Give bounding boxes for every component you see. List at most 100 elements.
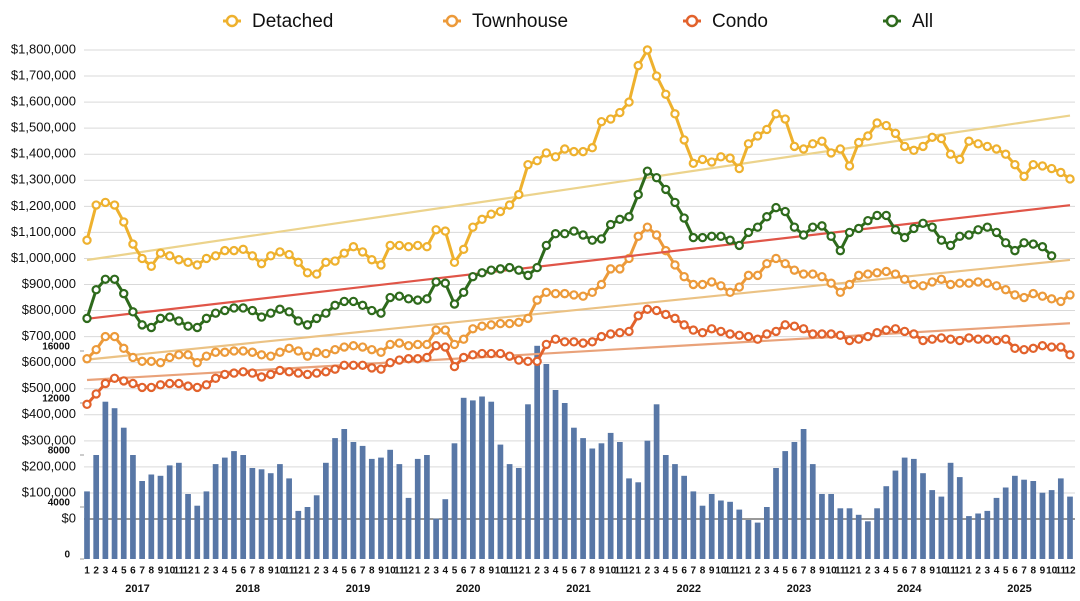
- point: [688, 158, 699, 169]
- point: [137, 382, 147, 393]
- point: [164, 352, 175, 363]
- point: [330, 300, 340, 311]
- point: [854, 137, 864, 148]
- point: [679, 135, 689, 145]
- point: [339, 248, 349, 258]
- point: [550, 334, 561, 344]
- point: [743, 331, 754, 342]
- x-tick-label: 3: [985, 566, 991, 577]
- point: [854, 270, 864, 281]
- point: [1065, 174, 1075, 184]
- point: [238, 303, 248, 313]
- y-tick-label: $600,000: [22, 354, 76, 369]
- point: [266, 351, 276, 361]
- point: [596, 279, 607, 290]
- y2-tick-label: 0: [64, 550, 70, 561]
- point: [973, 334, 983, 344]
- x-tick-label: 7: [139, 566, 145, 577]
- point: [835, 330, 846, 341]
- x-tick-label: 1: [194, 566, 200, 577]
- point: [1028, 159, 1038, 170]
- point: [403, 354, 414, 364]
- y-tick-label: $1,500,000: [11, 120, 76, 135]
- bar: [626, 478, 632, 559]
- bar: [571, 427, 577, 559]
- point: [523, 356, 533, 367]
- bar: [993, 497, 1000, 559]
- bar: [672, 464, 678, 559]
- point: [844, 161, 855, 171]
- bar: [286, 478, 292, 559]
- point: [458, 287, 469, 298]
- point: [1056, 167, 1066, 178]
- point: [229, 368, 239, 378]
- legend-swatch: [685, 14, 699, 28]
- point: [1010, 343, 1020, 354]
- point: [256, 372, 267, 382]
- point: [311, 347, 322, 357]
- point: [707, 157, 717, 167]
- point: [762, 124, 772, 135]
- point: [449, 339, 460, 350]
- bar: [350, 442, 357, 559]
- point: [376, 260, 386, 270]
- point: [486, 320, 496, 330]
- point: [422, 352, 432, 363]
- point: [284, 367, 294, 377]
- x-tick-label: 1: [415, 566, 421, 577]
- x-tick-label: 12: [182, 566, 194, 577]
- point: [826, 148, 836, 158]
- point: [1037, 161, 1048, 171]
- point: [385, 339, 395, 350]
- point: [560, 288, 570, 299]
- point: [615, 328, 625, 338]
- point: [560, 337, 570, 347]
- point: [697, 232, 708, 243]
- x-tick-label: 6: [571, 566, 577, 577]
- point: [238, 367, 248, 377]
- point: [679, 271, 689, 282]
- point: [808, 222, 818, 232]
- point: [872, 268, 882, 278]
- point: [918, 218, 928, 228]
- bar: [497, 444, 504, 559]
- bar: [424, 455, 430, 559]
- point: [697, 279, 708, 290]
- point: [109, 373, 120, 383]
- x-tick-label: 9: [819, 566, 825, 577]
- point: [771, 202, 781, 213]
- bar: [130, 455, 136, 559]
- point: [642, 304, 653, 314]
- bar: [442, 499, 449, 559]
- point: [541, 148, 552, 158]
- point: [192, 322, 202, 333]
- point: [780, 320, 790, 330]
- point: [275, 365, 285, 376]
- point: [458, 334, 469, 344]
- bar: [277, 464, 283, 559]
- bar: [1021, 479, 1027, 559]
- point: [275, 347, 285, 357]
- bar: [901, 457, 908, 559]
- point: [486, 348, 496, 359]
- point: [256, 312, 267, 322]
- bar: [323, 462, 329, 559]
- point: [302, 268, 313, 278]
- x-tick-label: 11: [835, 566, 846, 577]
- x-tick-label: 4: [222, 566, 228, 577]
- bar: [102, 401, 109, 559]
- point: [725, 153, 735, 163]
- point: [357, 247, 368, 257]
- bar: [368, 458, 375, 559]
- bar: [1057, 478, 1064, 559]
- point: [210, 308, 221, 318]
- point: [927, 277, 937, 287]
- year-label: 2020: [456, 583, 480, 595]
- x-tick-label: 4: [994, 566, 1000, 577]
- point: [128, 307, 138, 317]
- point: [357, 360, 368, 370]
- x-tick-label: 8: [810, 566, 816, 577]
- point: [109, 200, 120, 210]
- bar: [929, 490, 936, 559]
- point: [550, 228, 561, 239]
